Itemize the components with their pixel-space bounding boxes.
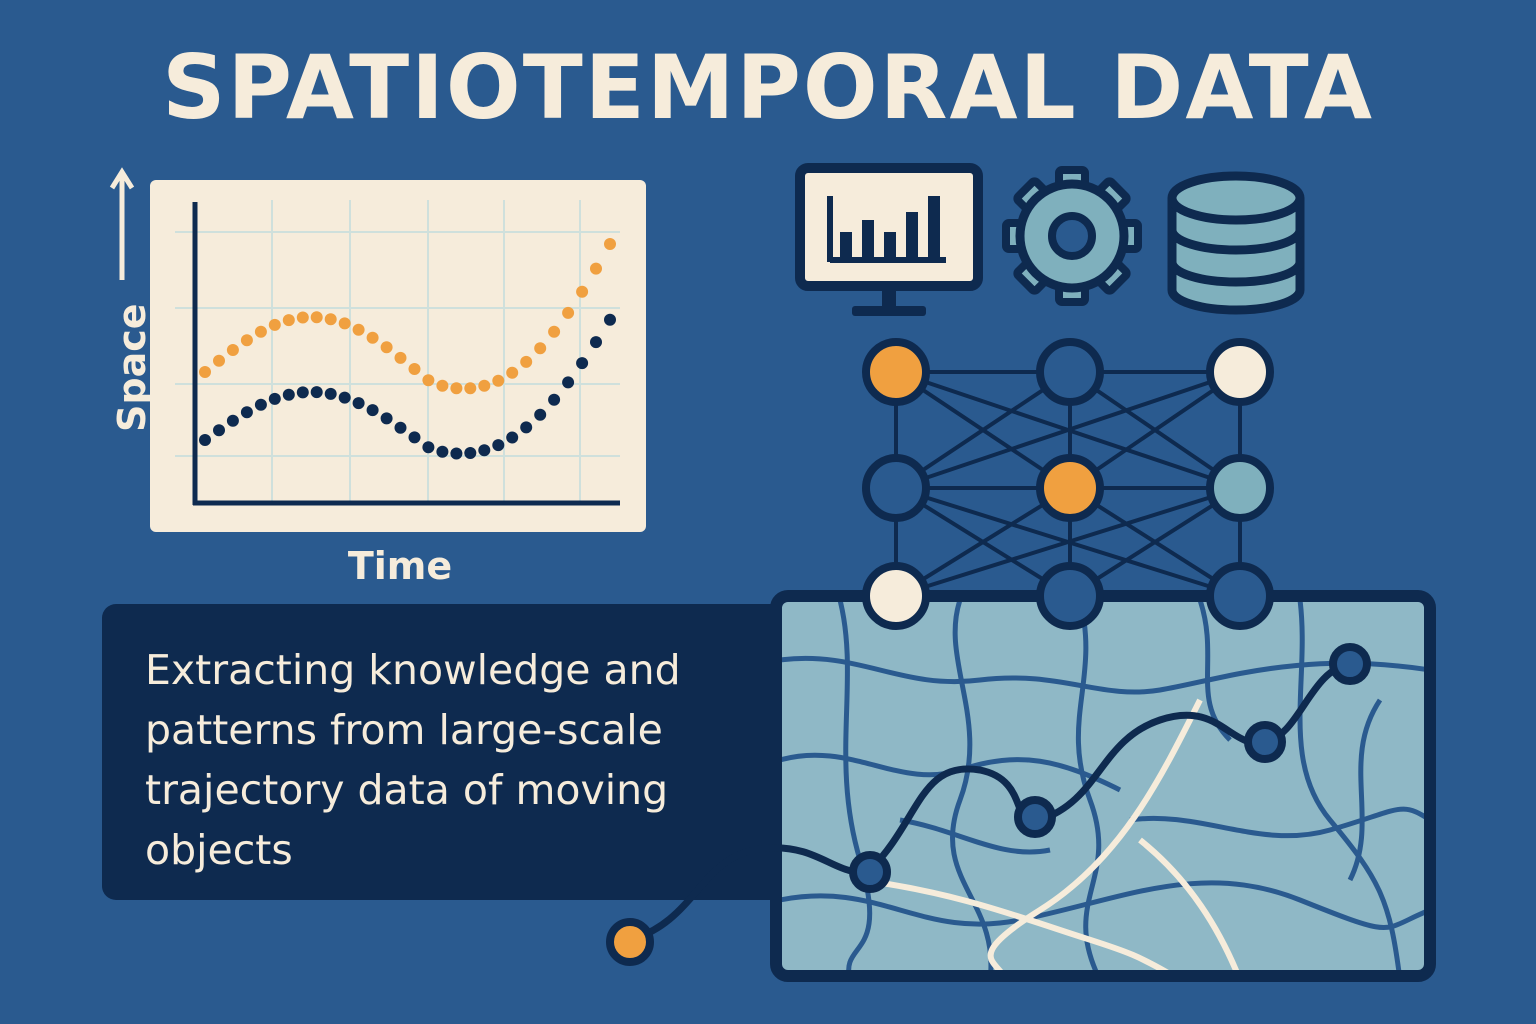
- data-point: [254, 325, 267, 338]
- data-point: [478, 444, 491, 457]
- data-point: [534, 342, 547, 355]
- data-point: [506, 366, 519, 379]
- data-point: [282, 314, 295, 327]
- gear-icon: [1002, 166, 1142, 306]
- trajectory-start-point: [606, 918, 654, 966]
- data-point: [576, 357, 589, 370]
- network-node: [1036, 338, 1104, 406]
- data-point: [506, 431, 519, 444]
- trajectory-point: [1244, 721, 1286, 763]
- data-point: [324, 387, 337, 400]
- y-arrow-icon: [109, 167, 135, 280]
- data-point: [464, 447, 477, 459]
- bar-chart-monitor-icon: [795, 163, 983, 316]
- network-node: [862, 562, 930, 630]
- data-point: [548, 393, 561, 406]
- network-edge: [894, 486, 1072, 598]
- data-point: [296, 386, 309, 399]
- data-point: [310, 386, 323, 399]
- data-point: [296, 311, 309, 324]
- data-point: [338, 391, 351, 404]
- data-point: [422, 441, 435, 454]
- data-point: [436, 379, 449, 392]
- network-edge: [1068, 370, 1242, 490]
- trajectory-point: [849, 851, 891, 893]
- data-point: [226, 414, 239, 427]
- data-point: [408, 431, 421, 444]
- data-point: [213, 424, 225, 437]
- network-node: [1206, 562, 1274, 630]
- data-point: [268, 392, 281, 405]
- data-point: [352, 397, 365, 410]
- data-point: [338, 317, 351, 330]
- data-point: [604, 313, 616, 326]
- map-panel: [770, 590, 1436, 982]
- data-point: [324, 313, 337, 326]
- data-point: [394, 421, 407, 434]
- data-point: [450, 382, 463, 395]
- network-node: [1206, 454, 1274, 522]
- data-point: [380, 341, 393, 354]
- data-point: [534, 408, 547, 421]
- data-point: [408, 363, 421, 375]
- data-point: [548, 325, 561, 338]
- network-node: [1036, 454, 1104, 522]
- data-point: [268, 318, 281, 331]
- data-point: [492, 374, 505, 387]
- data-point: [562, 306, 575, 319]
- data-point: [590, 262, 602, 275]
- description-text: Extracting knowledge and patterns from l…: [145, 646, 681, 874]
- data-point: [240, 406, 253, 419]
- network-edge: [894, 370, 1072, 490]
- data-point: [366, 331, 379, 344]
- map-main-roads: [859, 698, 1243, 970]
- database-icon: [1167, 171, 1305, 315]
- data-point: [590, 336, 602, 349]
- page-title: SPATIOTEMPORAL DATA: [162, 36, 1374, 139]
- network-nodes: [862, 338, 1274, 630]
- trajectory-end-point: [1329, 643, 1371, 685]
- series-upper: [199, 238, 616, 395]
- network-edge: [895, 370, 1241, 490]
- data-point: [240, 334, 253, 347]
- data-point: [436, 445, 449, 458]
- chart-grid: [175, 200, 620, 503]
- data-point: [226, 344, 239, 356]
- trajectory-point: [1014, 796, 1056, 838]
- data-point: [394, 351, 407, 364]
- data-point: [254, 398, 267, 411]
- data-point: [562, 376, 575, 389]
- data-point: [199, 434, 211, 446]
- data-point: [380, 412, 393, 425]
- network-node: [1036, 562, 1104, 630]
- network-node: [1206, 338, 1274, 406]
- data-point: [366, 404, 379, 417]
- data-point: [464, 382, 477, 395]
- data-point: [604, 238, 616, 250]
- data-point: [520, 421, 533, 434]
- data-point: [199, 366, 211, 378]
- network-node: [862, 454, 930, 522]
- data-point: [576, 285, 589, 298]
- series-lower: [199, 313, 616, 460]
- network-edge: [895, 486, 1241, 598]
- x-axis-label: Time: [347, 544, 453, 588]
- data-point: [213, 354, 225, 367]
- data-point: [520, 355, 533, 368]
- data-point: [310, 311, 323, 324]
- network-node: [862, 338, 930, 406]
- description-box: [102, 604, 802, 900]
- data-point: [492, 439, 505, 452]
- data-point: [422, 374, 435, 387]
- data-point: [352, 323, 365, 336]
- data-point: [450, 447, 463, 460]
- data-point: [478, 379, 491, 392]
- data-point: [282, 388, 295, 401]
